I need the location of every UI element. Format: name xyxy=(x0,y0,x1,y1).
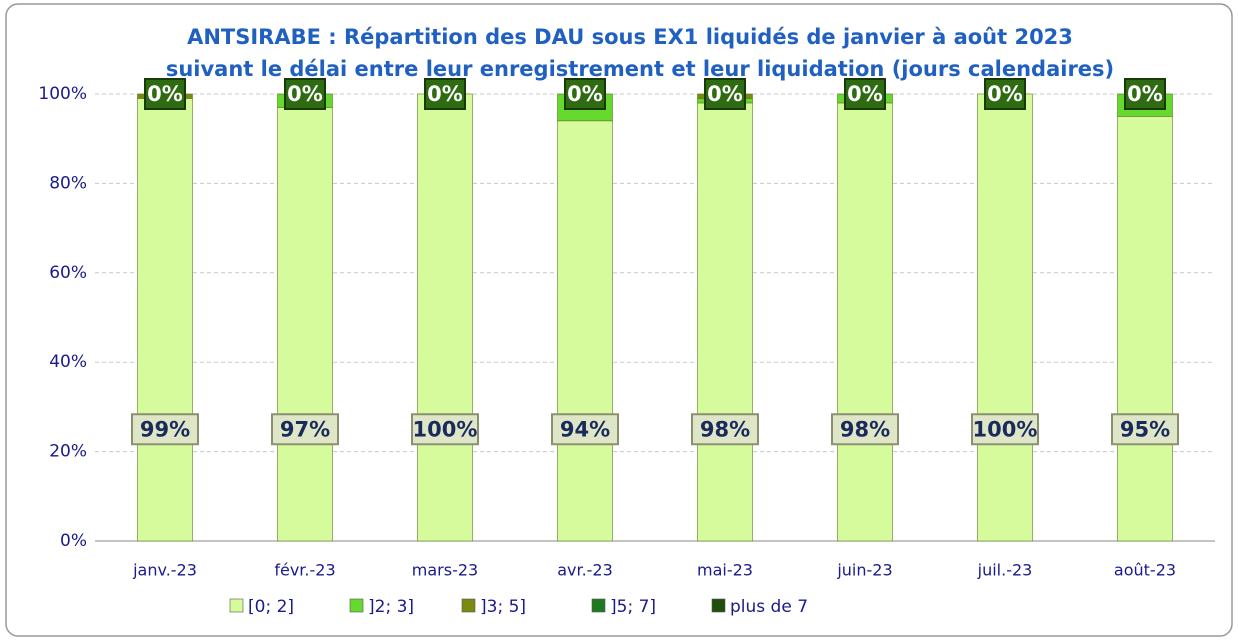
data-label-box xyxy=(131,413,199,446)
x-tick-label: janv.-23 xyxy=(132,561,197,580)
data-label-box xyxy=(971,413,1039,446)
data-label-box xyxy=(1124,78,1166,110)
bar-segment xyxy=(977,93,1033,542)
data-label: 95% xyxy=(1120,417,1170,441)
data-label-box xyxy=(691,413,759,446)
data-label: 99% xyxy=(140,417,190,441)
bar-segment xyxy=(277,107,333,542)
data-label: 0% xyxy=(847,82,883,106)
chart-title: ANTSIRABE : Répartition des DAU sous EX1… xyxy=(187,25,1073,49)
legend-label: [0; 2] xyxy=(248,597,294,617)
chart-subtitle: suivant le délai entre leur enregistreme… xyxy=(166,57,1114,81)
y-tick-label: 20% xyxy=(49,442,87,462)
data-label: 0% xyxy=(987,82,1023,106)
y-tick-label: 100% xyxy=(38,84,87,104)
legend-swatch xyxy=(711,598,726,613)
legend-label: ]5; 7] xyxy=(610,597,656,617)
x-tick-label: juin-23 xyxy=(836,561,892,580)
data-label-box xyxy=(271,413,339,446)
data-label: 0% xyxy=(287,82,323,106)
data-label: 97% xyxy=(280,417,330,441)
data-label: 0% xyxy=(707,82,743,106)
bar-segment xyxy=(417,93,473,542)
data-label-box xyxy=(564,78,606,110)
legend-label: plus de 7 xyxy=(730,597,808,617)
x-tick-label: mars-23 xyxy=(412,561,478,580)
data-label-box xyxy=(844,78,886,110)
bar-segment xyxy=(837,102,893,542)
data-label: 94% xyxy=(560,417,610,441)
legend-swatch xyxy=(591,598,606,613)
data-label-box xyxy=(831,413,899,446)
data-label-box xyxy=(551,413,619,446)
y-tick-label: 60% xyxy=(49,263,87,283)
x-tick-label: juil.-23 xyxy=(977,561,1033,580)
data-label-box xyxy=(144,78,186,110)
legend-swatch xyxy=(229,598,244,613)
data-label-box xyxy=(704,78,746,110)
data-label: 0% xyxy=(1127,82,1163,106)
bar-segment xyxy=(1117,116,1173,542)
data-label: 98% xyxy=(840,417,890,441)
legend-label: ]2; 3] xyxy=(368,597,414,617)
data-label-box xyxy=(1111,413,1179,446)
data-label-box xyxy=(984,78,1026,110)
x-tick-label: févr.-23 xyxy=(274,561,335,580)
y-tick-label: 0% xyxy=(60,531,87,551)
data-label-box xyxy=(284,78,326,110)
data-label: 0% xyxy=(427,82,463,106)
y-tick-label: 80% xyxy=(49,173,87,193)
bar-segment xyxy=(697,102,753,542)
data-label: 100% xyxy=(413,417,478,441)
bar-segment xyxy=(557,120,613,542)
x-tick-label: mai-23 xyxy=(697,561,753,580)
legend-label: ]3; 5] xyxy=(480,597,526,617)
x-tick-label: août-23 xyxy=(1114,561,1176,580)
x-tick-label: avr.-23 xyxy=(557,561,613,580)
data-label: 100% xyxy=(973,417,1038,441)
data-label: 0% xyxy=(147,82,183,106)
data-label: 98% xyxy=(700,417,750,441)
data-label: 0% xyxy=(567,82,603,106)
data-label-box xyxy=(411,413,479,446)
legend-swatch xyxy=(349,598,364,613)
legend-swatch xyxy=(461,598,476,613)
y-tick-label: 40% xyxy=(49,352,87,372)
bar-segment xyxy=(137,98,193,542)
data-label-box xyxy=(424,78,466,110)
